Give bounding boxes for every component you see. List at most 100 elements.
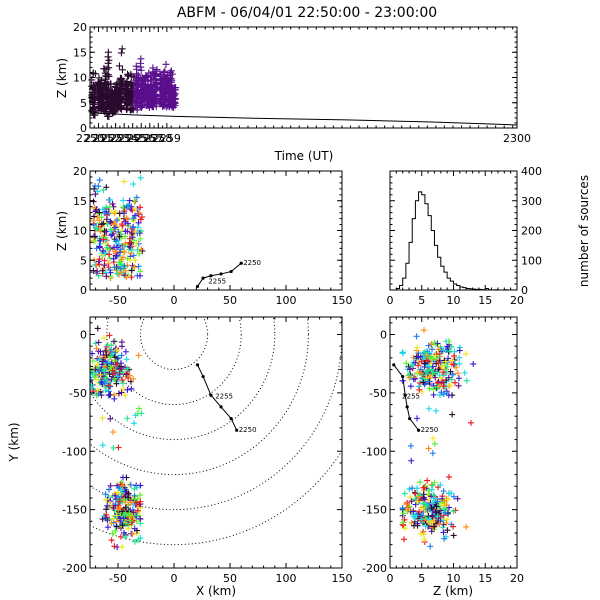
height-y-source [436, 521, 443, 528]
height-y-source [440, 347, 447, 354]
plan-view-track [197, 364, 238, 431]
time-height-source [149, 102, 157, 110]
height-y-source [437, 507, 444, 514]
x-height-source [122, 233, 129, 240]
height-y-source [430, 386, 437, 393]
plan-view-y-axis-label: Y (km) [7, 422, 21, 462]
plan-view-source [94, 325, 101, 332]
height-y-source [414, 344, 421, 351]
height-y-source [401, 525, 408, 532]
height-y-source [418, 370, 425, 377]
x-height-source [103, 216, 110, 223]
height-y-source [430, 435, 437, 442]
plan-view-source [90, 369, 93, 376]
plan-view-source [136, 492, 143, 499]
plan-view-source [133, 527, 140, 534]
plan-view-x-axis-label: X (km) [196, 584, 236, 598]
height-y-source [434, 513, 441, 520]
height-y-source [443, 390, 450, 397]
x-height-source [126, 239, 133, 246]
height-y-source [455, 375, 462, 382]
x-height-source [132, 206, 139, 213]
x-height-track-dot [201, 276, 205, 280]
plan-view-source [115, 444, 122, 451]
height-histogram-y-tick-label: 300 [521, 195, 542, 208]
plan-view-source [99, 442, 106, 449]
plan-view-source [108, 537, 115, 544]
height-y-y-tick-label: -150 [362, 504, 387, 517]
x-height-track-dot [209, 274, 213, 278]
time-height-y-axis-label: Z (km) [55, 58, 69, 98]
plan-view-source [121, 512, 128, 519]
height-y-x-tick-label: 0 [387, 572, 394, 585]
plan-view-source [123, 356, 130, 363]
height-y-source [425, 378, 432, 385]
height-y-source [417, 492, 424, 499]
height-y-source [461, 369, 468, 376]
plan-view-range-ring [106, 317, 242, 406]
x-height-axes: -50 0 50 100 150 0 5 10 15 20 [73, 165, 353, 307]
height-y-source [429, 500, 436, 507]
height-y-source [463, 377, 470, 384]
height-y-source [440, 390, 447, 397]
x-height-source [96, 256, 103, 263]
x-height-source [118, 261, 125, 268]
plan-view-source [113, 523, 120, 530]
x-height-source [90, 213, 97, 220]
height-y-source [428, 481, 435, 488]
time-height-x-tick-label: 2250 [76, 132, 104, 145]
height-y-source [418, 358, 425, 365]
x-height-source [124, 220, 131, 227]
time-height-source [101, 75, 109, 83]
x-height-source [137, 235, 144, 242]
height-y-source [441, 535, 448, 542]
height-y-source [421, 496, 428, 503]
height-y-source [470, 360, 477, 367]
height-y-track-dots [392, 363, 421, 432]
plan-view-source [119, 508, 126, 515]
x-height-source [92, 225, 99, 232]
height-y-source [447, 382, 454, 389]
x-height-source [118, 269, 125, 276]
height-y-source [406, 486, 413, 493]
plan-view-source [106, 353, 113, 360]
x-height-track-dots [195, 261, 243, 289]
plan-view-source [106, 486, 113, 493]
height-y-source [444, 343, 451, 350]
height-y-source [428, 486, 435, 493]
time-height-source [123, 77, 131, 85]
time-height-panel: 2250225122522253225422552256225722582259… [55, 21, 531, 163]
height-y-source [406, 366, 413, 373]
time-height-y-tick-label: 10 [73, 72, 87, 85]
height-y-source [432, 374, 439, 381]
x-height-x-tick-label: -50 [109, 294, 127, 307]
plan-view-range-ring [90, 449, 342, 546]
height-y-source [401, 490, 408, 497]
plan-view-source [120, 515, 127, 522]
plan-view-source [118, 352, 125, 359]
time-height-source [156, 72, 164, 80]
height-y-source [449, 371, 456, 378]
plan-view-source [110, 444, 117, 451]
x-height-source [95, 183, 102, 190]
x-height-source [112, 208, 119, 215]
height-y-track [393, 364, 419, 431]
plan-view-source [133, 499, 140, 506]
x-height-source [137, 174, 144, 181]
plan-view-source [102, 374, 109, 381]
height-y-source [445, 490, 452, 497]
height-histogram-x-tick-label: 5 [418, 294, 425, 307]
time-height-source [171, 102, 179, 110]
x-height-source [111, 224, 118, 231]
plan-view-source [119, 543, 126, 550]
x-height-source [137, 272, 144, 279]
height-y-source [434, 340, 441, 347]
height-y-source [423, 357, 430, 364]
height-y-source [421, 327, 428, 334]
height-y-source [415, 353, 422, 360]
time-height-source [156, 92, 164, 100]
plan-view-source [110, 505, 117, 512]
time-height-source [167, 74, 175, 82]
height-y-source [436, 392, 443, 399]
